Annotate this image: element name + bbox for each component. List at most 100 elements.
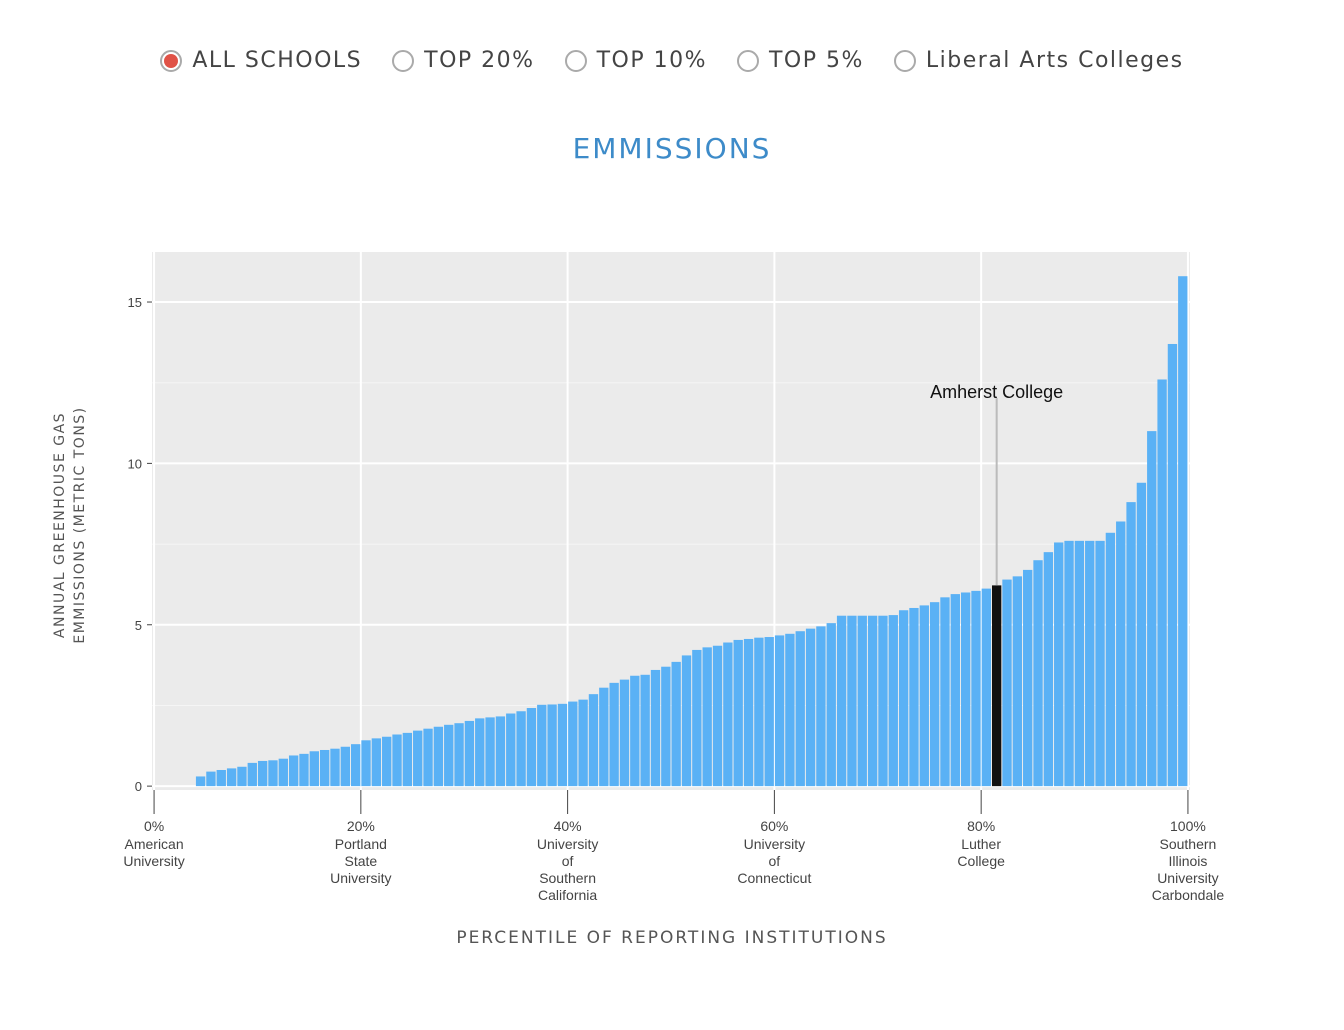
bar	[909, 607, 919, 787]
bar	[247, 762, 257, 787]
bar	[661, 666, 671, 787]
filter-group: ALL SCHOOLS TOP 20% TOP 10% TOP 5% Liberal A…	[0, 48, 1344, 73]
bar	[774, 635, 785, 787]
radio-button[interactable]	[564, 49, 587, 72]
bar	[299, 753, 309, 787]
bar	[382, 736, 392, 787]
x-tick-name: University of Connecticut	[737, 836, 812, 886]
x-tick-label: 20%	[347, 818, 375, 834]
bar	[402, 732, 413, 787]
bar	[888, 615, 898, 787]
bar	[1126, 502, 1136, 787]
bar	[516, 711, 526, 787]
bar	[1043, 552, 1054, 787]
bar	[702, 647, 712, 787]
annotation: Amherst College	[930, 382, 1063, 402]
bar	[340, 746, 351, 787]
bar	[423, 728, 433, 787]
bar	[1054, 542, 1064, 787]
bar	[330, 748, 340, 787]
bar	[919, 605, 929, 787]
bar	[1033, 560, 1043, 787]
radio-option[interactable]: Liberal Arts Colleges	[893, 48, 1184, 73]
bar	[568, 701, 578, 787]
radio-option[interactable]: TOP 10%	[564, 48, 707, 73]
radio-label: TOP 5%	[768, 48, 864, 73]
bar	[630, 675, 640, 787]
radio-button[interactable]	[736, 49, 759, 72]
bar	[733, 639, 743, 787]
y-axis-label: ANNUAL GREENHOUSE GAS EMMISSIONS (METRIC…	[52, 406, 88, 644]
bar	[506, 713, 516, 787]
radio-label: TOP 10%	[596, 48, 707, 73]
bar	[413, 730, 423, 787]
bar	[351, 744, 361, 787]
x-tick-label: 100%	[1170, 818, 1206, 834]
bar	[495, 716, 506, 787]
y-tick-label: 10	[128, 456, 142, 471]
bar	[867, 615, 878, 787]
bar	[1136, 482, 1147, 787]
bar	[1157, 379, 1167, 787]
bar	[1105, 532, 1116, 787]
bar	[971, 590, 981, 787]
bar	[433, 726, 444, 787]
bar	[1147, 431, 1157, 787]
bar	[692, 649, 702, 787]
bar	[547, 704, 557, 787]
radio-button[interactable]	[392, 49, 415, 72]
x-tick-name: University of Southern California	[536, 836, 599, 903]
bar	[1095, 540, 1105, 787]
bar	[847, 615, 857, 787]
bar	[1167, 343, 1178, 787]
y-tick-label: 15	[128, 295, 142, 310]
radio-label: ALL SCHOOLS	[192, 48, 363, 73]
bar	[371, 738, 382, 787]
bar	[599, 687, 609, 787]
bar	[816, 626, 826, 787]
bar	[206, 771, 216, 787]
bar	[588, 694, 599, 787]
bar	[226, 768, 237, 787]
bar	[836, 615, 847, 787]
bar	[1074, 540, 1085, 787]
bar	[878, 615, 888, 787]
x-tick-label: 80%	[967, 818, 995, 834]
x-tick-label: 0%	[144, 818, 164, 834]
bar	[288, 755, 299, 787]
bar	[898, 610, 909, 787]
bar	[1023, 569, 1033, 787]
bar	[826, 623, 836, 787]
radio-button[interactable]	[893, 49, 916, 72]
bar	[1012, 576, 1023, 787]
radio-button[interactable]	[160, 49, 183, 72]
bar	[268, 760, 278, 787]
bar	[319, 749, 330, 787]
bar	[640, 674, 650, 787]
radio-option[interactable]: TOP 20%	[392, 48, 534, 73]
x-tick-name: Portland State University	[330, 836, 392, 886]
radio-option[interactable]: TOP 5%	[736, 48, 864, 73]
bar	[257, 760, 268, 787]
x-tick-name: American University	[123, 836, 185, 869]
bar	[485, 717, 495, 787]
bar	[609, 682, 619, 787]
bar	[754, 637, 764, 787]
radio-option[interactable]: ALL SCHOOLS	[160, 48, 362, 73]
bar	[537, 704, 547, 787]
radio-label: TOP 20%	[424, 48, 535, 73]
bar	[764, 637, 774, 787]
bar	[1002, 579, 1012, 787]
bar	[392, 734, 402, 787]
bar	[950, 594, 960, 787]
y-tick-label: 0	[135, 779, 142, 794]
bar	[464, 720, 475, 787]
bar	[960, 592, 971, 787]
bar	[671, 661, 681, 787]
bar	[1178, 276, 1188, 787]
bar	[578, 699, 588, 787]
bar	[857, 615, 867, 787]
bar	[1064, 540, 1074, 787]
bar	[1116, 521, 1126, 787]
